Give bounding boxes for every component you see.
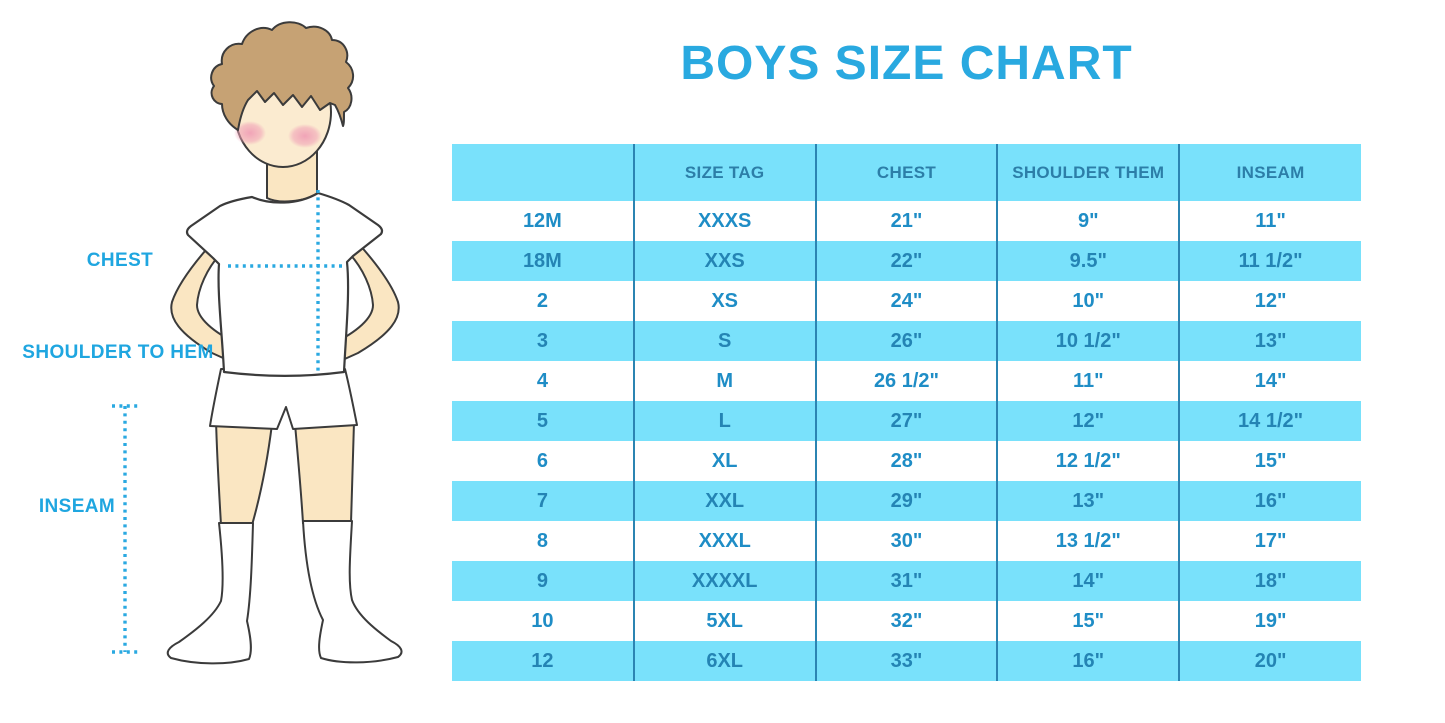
left-leg bbox=[214, 418, 274, 526]
table-cell: XXL bbox=[632, 481, 816, 521]
table-row: 4 M 26 1/2" 11" 14" bbox=[452, 361, 1361, 401]
table-cell: 10 1/2" bbox=[996, 321, 1180, 361]
left-sock bbox=[166, 522, 254, 665]
table-cell: 16" bbox=[1178, 481, 1361, 521]
table-cell: 5XL bbox=[632, 601, 816, 641]
table-cell: 9 bbox=[452, 561, 634, 601]
table-row: 8 XXXL 30" 13 1/2" 17" bbox=[452, 521, 1361, 561]
table-cell: 14" bbox=[996, 561, 1180, 601]
column-header-chest: CHEST bbox=[814, 144, 998, 201]
table-cell: 16" bbox=[996, 641, 1180, 681]
table-cell: 14 1/2" bbox=[1178, 401, 1361, 441]
table-cell: 11" bbox=[1178, 201, 1361, 241]
table-row: 7 XXL 29" 13" 16" bbox=[452, 481, 1361, 521]
table-cell: 20" bbox=[1178, 641, 1361, 681]
table-cell: 11 1/2" bbox=[1178, 241, 1361, 281]
right-sock bbox=[302, 520, 403, 664]
table-cell: 13" bbox=[1178, 321, 1361, 361]
table-cell: M bbox=[632, 361, 816, 401]
table-cell: 6 bbox=[452, 441, 634, 481]
header-row: SIZE TAG CHEST SHOULDER THEM INSEAM bbox=[452, 144, 1361, 201]
table-cell: 22" bbox=[814, 241, 998, 281]
inseam-label: INSEAM bbox=[38, 496, 116, 517]
table-cell: XXXL bbox=[632, 521, 816, 561]
table-cell: 2 bbox=[452, 281, 634, 321]
table-row: 5 L 27" 12" 14 1/2" bbox=[452, 401, 1361, 441]
table-row: 6 XL 28" 12 1/2" 15" bbox=[452, 441, 1361, 481]
right-leg bbox=[293, 420, 356, 524]
table-cell: 18" bbox=[1178, 561, 1361, 601]
table-cell: 10 bbox=[452, 601, 634, 641]
page-title: BOYS SIZE CHART bbox=[680, 37, 1133, 90]
table-cell: 32" bbox=[814, 601, 998, 641]
table-row: 12M XXXS 21" 9" 11" bbox=[452, 201, 1361, 241]
table-cell: 18M bbox=[452, 241, 634, 281]
size-chart-table: SIZE TAG CHEST SHOULDER THEM INSEAM 12M … bbox=[452, 144, 1361, 681]
table-cell: 15" bbox=[996, 601, 1180, 641]
table-cell: 12" bbox=[996, 401, 1180, 441]
table-cell: 14" bbox=[1178, 361, 1361, 401]
table-cell: 15" bbox=[1178, 441, 1361, 481]
table-cell: 3 bbox=[452, 321, 634, 361]
table-row: 12 6XL 33" 16" 20" bbox=[452, 641, 1361, 681]
table-cell: 12M bbox=[452, 201, 634, 241]
table-cell: XXXS bbox=[632, 201, 816, 241]
table-cell: 21" bbox=[814, 201, 998, 241]
table-cell: XS bbox=[632, 281, 816, 321]
right-cheek bbox=[288, 124, 322, 148]
table-cell: 12" bbox=[1178, 281, 1361, 321]
table-cell: 27" bbox=[814, 401, 998, 441]
table-row: 2 XS 24" 10" 12" bbox=[452, 281, 1361, 321]
table-cell: 4 bbox=[452, 361, 634, 401]
hair bbox=[210, 21, 354, 131]
table-cell: 13 1/2" bbox=[996, 521, 1180, 561]
table-cell: 24" bbox=[814, 281, 998, 321]
table-cell: 9" bbox=[996, 201, 1180, 241]
table-cell: 26" bbox=[814, 321, 998, 361]
table-cell: 33" bbox=[814, 641, 998, 681]
shoulder-to-hem-label: SHOULDER TO HEM bbox=[22, 342, 214, 363]
table-cell: XXS bbox=[632, 241, 816, 281]
table-cell: 13" bbox=[996, 481, 1180, 521]
right-arm bbox=[331, 242, 400, 363]
table-cell: 5 bbox=[452, 401, 634, 441]
table-cell: 28" bbox=[814, 441, 998, 481]
inseam-measure-line bbox=[112, 404, 141, 654]
table-cell: 17" bbox=[1178, 521, 1361, 561]
table-cell: 9.5" bbox=[996, 241, 1180, 281]
table-row: 3 S 26" 10 1/2" 13" bbox=[452, 321, 1361, 361]
table-cell: 8 bbox=[452, 521, 634, 561]
table-cell: 11" bbox=[996, 361, 1180, 401]
table-row: 9 XXXXL 31" 14" 18" bbox=[452, 561, 1361, 601]
table-cell: 10" bbox=[996, 281, 1180, 321]
table-cell: XXXXL bbox=[632, 561, 816, 601]
table-cell: 6XL bbox=[632, 641, 816, 681]
table-cell: 26 1/2" bbox=[814, 361, 998, 401]
table-cell: 30" bbox=[814, 521, 998, 561]
column-header-inseam: INSEAM bbox=[1178, 144, 1361, 201]
table-cell: 29" bbox=[814, 481, 998, 521]
table-row: 10 5XL 32" 15" 19" bbox=[452, 601, 1361, 641]
table-cell: 12 1/2" bbox=[996, 441, 1180, 481]
boy-figure-illustration bbox=[112, 21, 403, 665]
column-header-size-tag: SIZE TAG bbox=[632, 144, 816, 201]
table-cell: 7 bbox=[452, 481, 634, 521]
column-header-blank bbox=[452, 144, 634, 201]
table-cell: 12 bbox=[452, 641, 634, 681]
left-arm bbox=[170, 242, 239, 363]
table-row: 18M XXS 22" 9.5" 11 1/2" bbox=[452, 241, 1361, 281]
t-shirt bbox=[185, 191, 384, 377]
table-cell: L bbox=[632, 401, 816, 441]
chest-label: CHEST bbox=[86, 250, 154, 271]
table-cell: S bbox=[632, 321, 816, 361]
table-cell: XL bbox=[632, 441, 816, 481]
column-header-shoulder: SHOULDER THEM bbox=[996, 144, 1180, 201]
table-cell: 31" bbox=[814, 561, 998, 601]
shorts bbox=[209, 368, 358, 430]
table-cell: 19" bbox=[1178, 601, 1361, 641]
left-cheek bbox=[234, 121, 266, 145]
